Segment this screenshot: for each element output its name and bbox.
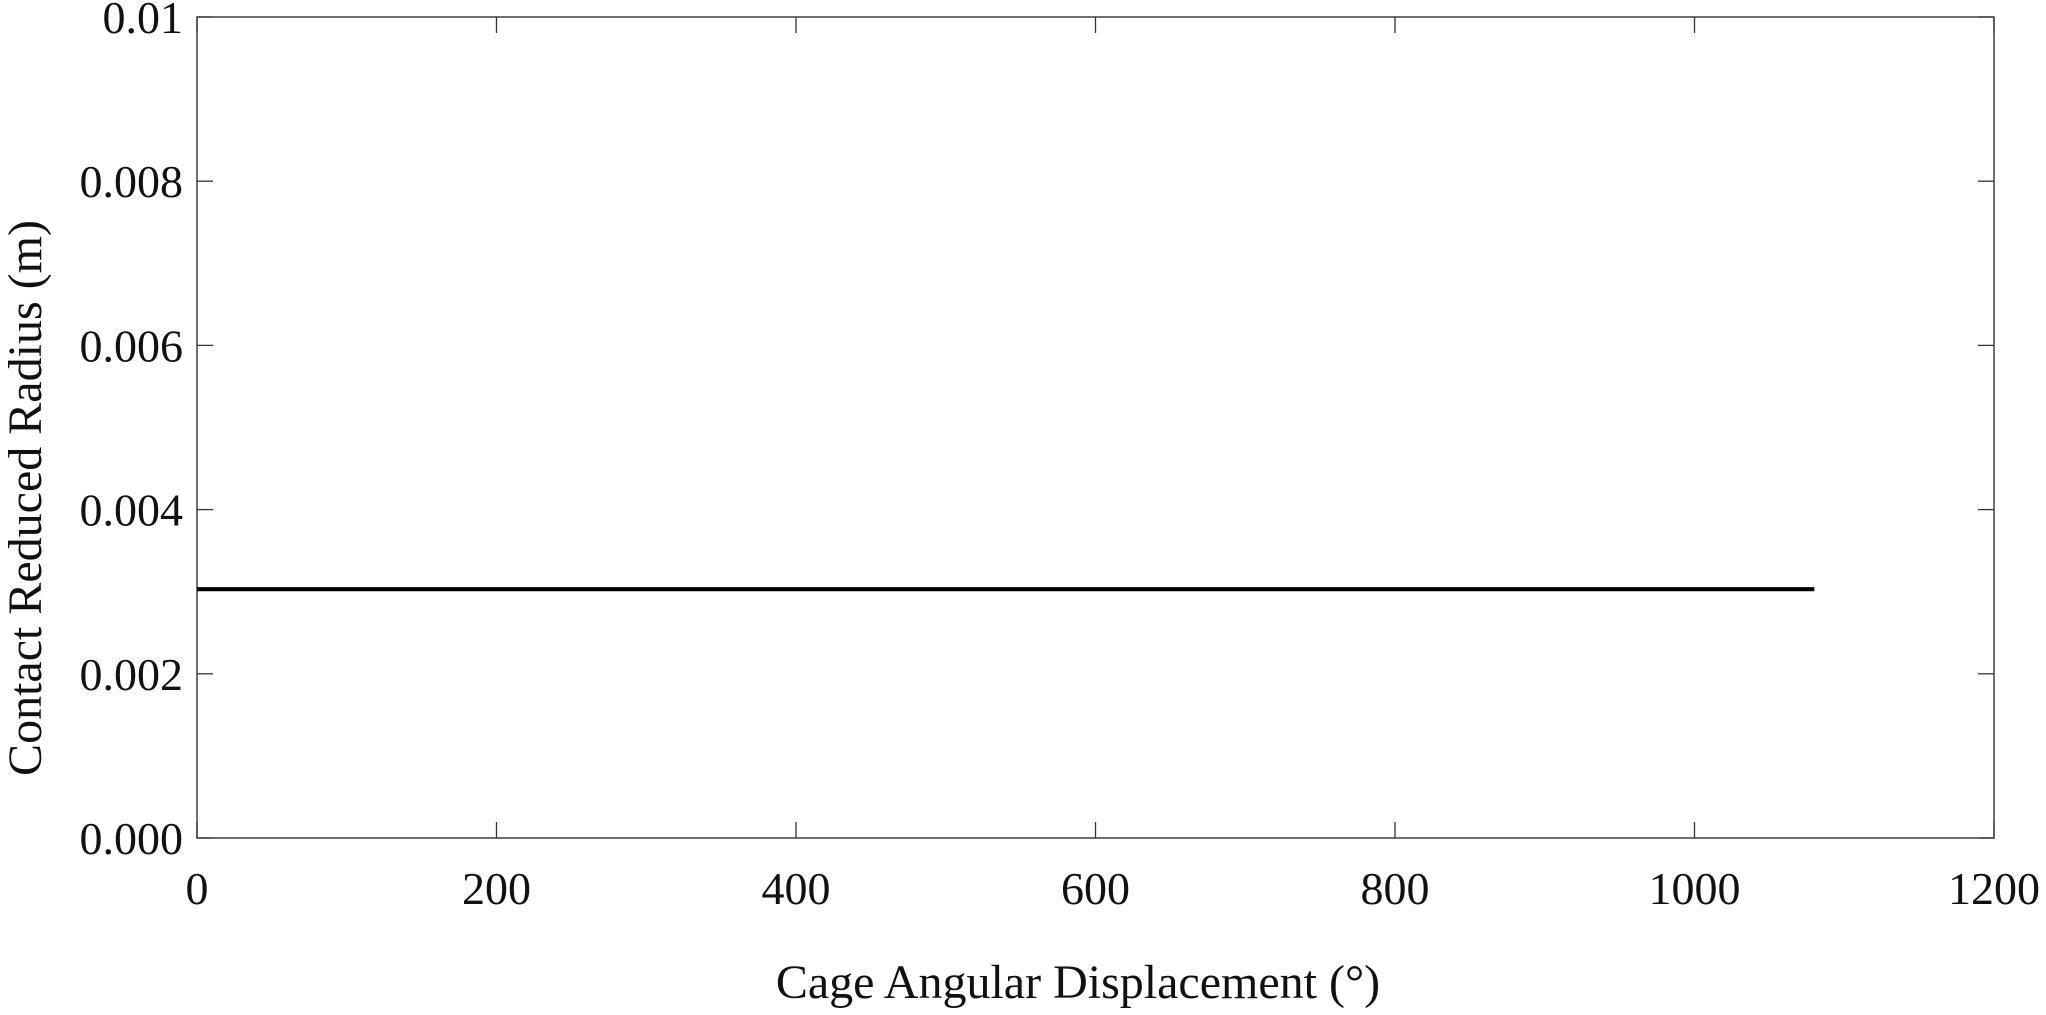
plot-frame <box>196 16 1995 839</box>
x-tick-label: 0 <box>186 863 209 914</box>
x-tick-label: 1000 <box>1649 863 1741 914</box>
x-tick-label: 800 <box>1361 863 1430 914</box>
y-tick-label: 0.000 <box>80 813 184 864</box>
y-tick-label: 0.002 <box>80 649 184 700</box>
x-tick-label: 1200 <box>1948 863 2040 914</box>
y-tick-label: 0.006 <box>80 320 184 371</box>
plot-area: 0 200 400 600 800 1000 1200 0.000 0.002 0.004 0.00… <box>80 0 2041 914</box>
x-tick-label: 600 <box>1061 863 1130 914</box>
y-axis-label: Contact Reduced Radius (m) <box>0 220 52 776</box>
x-tick-label: 200 <box>462 863 531 914</box>
x-axis-label: Cage Angular Displacement (°) <box>776 956 1380 1009</box>
x-tick-label: 400 <box>762 863 831 914</box>
y-tick-label: 0.004 <box>80 485 184 536</box>
y-tick-label: 0.01 <box>103 0 184 43</box>
y-tick-label: 0.008 <box>80 156 184 207</box>
